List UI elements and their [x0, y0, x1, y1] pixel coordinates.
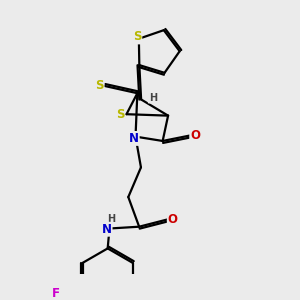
Text: N: N [102, 223, 112, 236]
Text: H: H [107, 214, 116, 224]
Text: S: S [95, 80, 103, 92]
Text: F: F [52, 287, 60, 300]
Text: O: O [168, 213, 178, 226]
Text: O: O [190, 129, 200, 142]
Text: S: S [133, 30, 141, 44]
Text: S: S [116, 108, 124, 121]
Text: N: N [129, 132, 139, 145]
Text: H: H [148, 93, 157, 103]
